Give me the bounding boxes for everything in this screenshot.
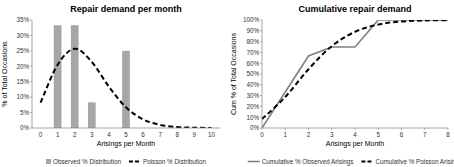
y-tick-label: 80% [246, 38, 259, 45]
legend-swatch [248, 161, 260, 163]
x-tick-label: 7 [423, 131, 427, 138]
y-tick-label: 30% [246, 92, 259, 99]
y-tick-label: 20% [246, 103, 259, 110]
x-tick-label: 4 [107, 131, 111, 138]
y-tick-label: 60% [246, 60, 259, 67]
bar [122, 51, 130, 128]
legend-swatch [129, 161, 141, 163]
y-tick-label: 0% [20, 124, 30, 131]
x-tick-label: 7 [158, 131, 162, 138]
y-tick-label: 15% [16, 78, 29, 85]
x-tick-label: 2 [73, 131, 77, 138]
bar [54, 25, 62, 128]
y-axis [262, 20, 263, 128]
title: Repair demand per month [70, 4, 182, 14]
panel: Repair demand per month % of Total Occasi… [1, 4, 220, 165]
x-tick-label: 0 [260, 131, 264, 138]
x-tick-label: 10 [208, 131, 216, 138]
x-tick-label: 6 [141, 131, 145, 138]
y-tick-label: 25% [16, 47, 29, 54]
x-tick-label: 5 [124, 131, 128, 138]
y-tick-label: 20% [16, 63, 29, 70]
line [262, 20, 448, 128]
y-tick-label: 10% [246, 114, 259, 121]
legend-swatch [46, 159, 51, 164]
y-tick-label: 40% [246, 81, 259, 88]
x-axis-label: Arisings per Month [97, 140, 155, 148]
y-tick-label: 30% [16, 32, 29, 39]
y-tick-label: 100% [243, 16, 260, 23]
x-tick-label: 9 [193, 131, 197, 138]
bar [88, 102, 96, 128]
y-tick-label: 70% [246, 49, 259, 56]
legend-swatch [361, 161, 373, 163]
line [262, 20, 448, 119]
plot-marks [41, 25, 212, 128]
x-axis [262, 128, 448, 129]
x-tick-label: 3 [90, 131, 94, 138]
legend: Cumulative % Observed Arisings Cumulative… [248, 158, 454, 166]
x-tick-label: 4 [353, 131, 357, 138]
figure: Repair demand per month % of Total Occasi… [0, 0, 454, 167]
legend-label: Cumulative % Poisson Arisings [375, 158, 454, 166]
legend-label: Poisson % Distribution [143, 158, 206, 165]
bar [71, 25, 79, 128]
x-axis [32, 128, 220, 129]
y-axis-label: Cum % of Total Occasions [230, 33, 237, 115]
x-tick-label: 2 [307, 131, 311, 138]
panel: Cumulative repair demand Cum % of Total O… [230, 4, 454, 166]
x-tick-label: 8 [446, 131, 450, 138]
legend-label: Observed % Distribution [53, 158, 121, 165]
plot-marks [262, 20, 448, 128]
legend-label: Cumulative % Observed Arisings [262, 158, 354, 166]
x-tick-label: 1 [283, 131, 287, 138]
x-tick-label: 8 [176, 131, 180, 138]
y-tick-label: 90% [246, 27, 259, 34]
x-tick-label: 5 [376, 131, 380, 138]
title: Cumulative repair demand [298, 4, 411, 14]
line [41, 49, 212, 128]
y-tick-label: 50% [246, 70, 259, 77]
x-tick-label: 6 [400, 131, 404, 138]
y-axis [32, 20, 33, 128]
legend: Observed % Distribution Poisson % Distrib… [46, 158, 206, 165]
y-tick-label: 35% [16, 16, 29, 23]
x-tick-label: 0 [39, 131, 43, 138]
y-axis-label: % of Total Occasions [1, 41, 8, 107]
x-axis-label: Arisings per Month [326, 140, 384, 148]
x-tick-label: 1 [56, 131, 60, 138]
x-tick-label: 3 [330, 131, 334, 138]
y-tick-label: 10% [16, 93, 29, 100]
y-tick-label: 0% [250, 124, 260, 131]
y-tick-label: 5% [20, 109, 30, 116]
